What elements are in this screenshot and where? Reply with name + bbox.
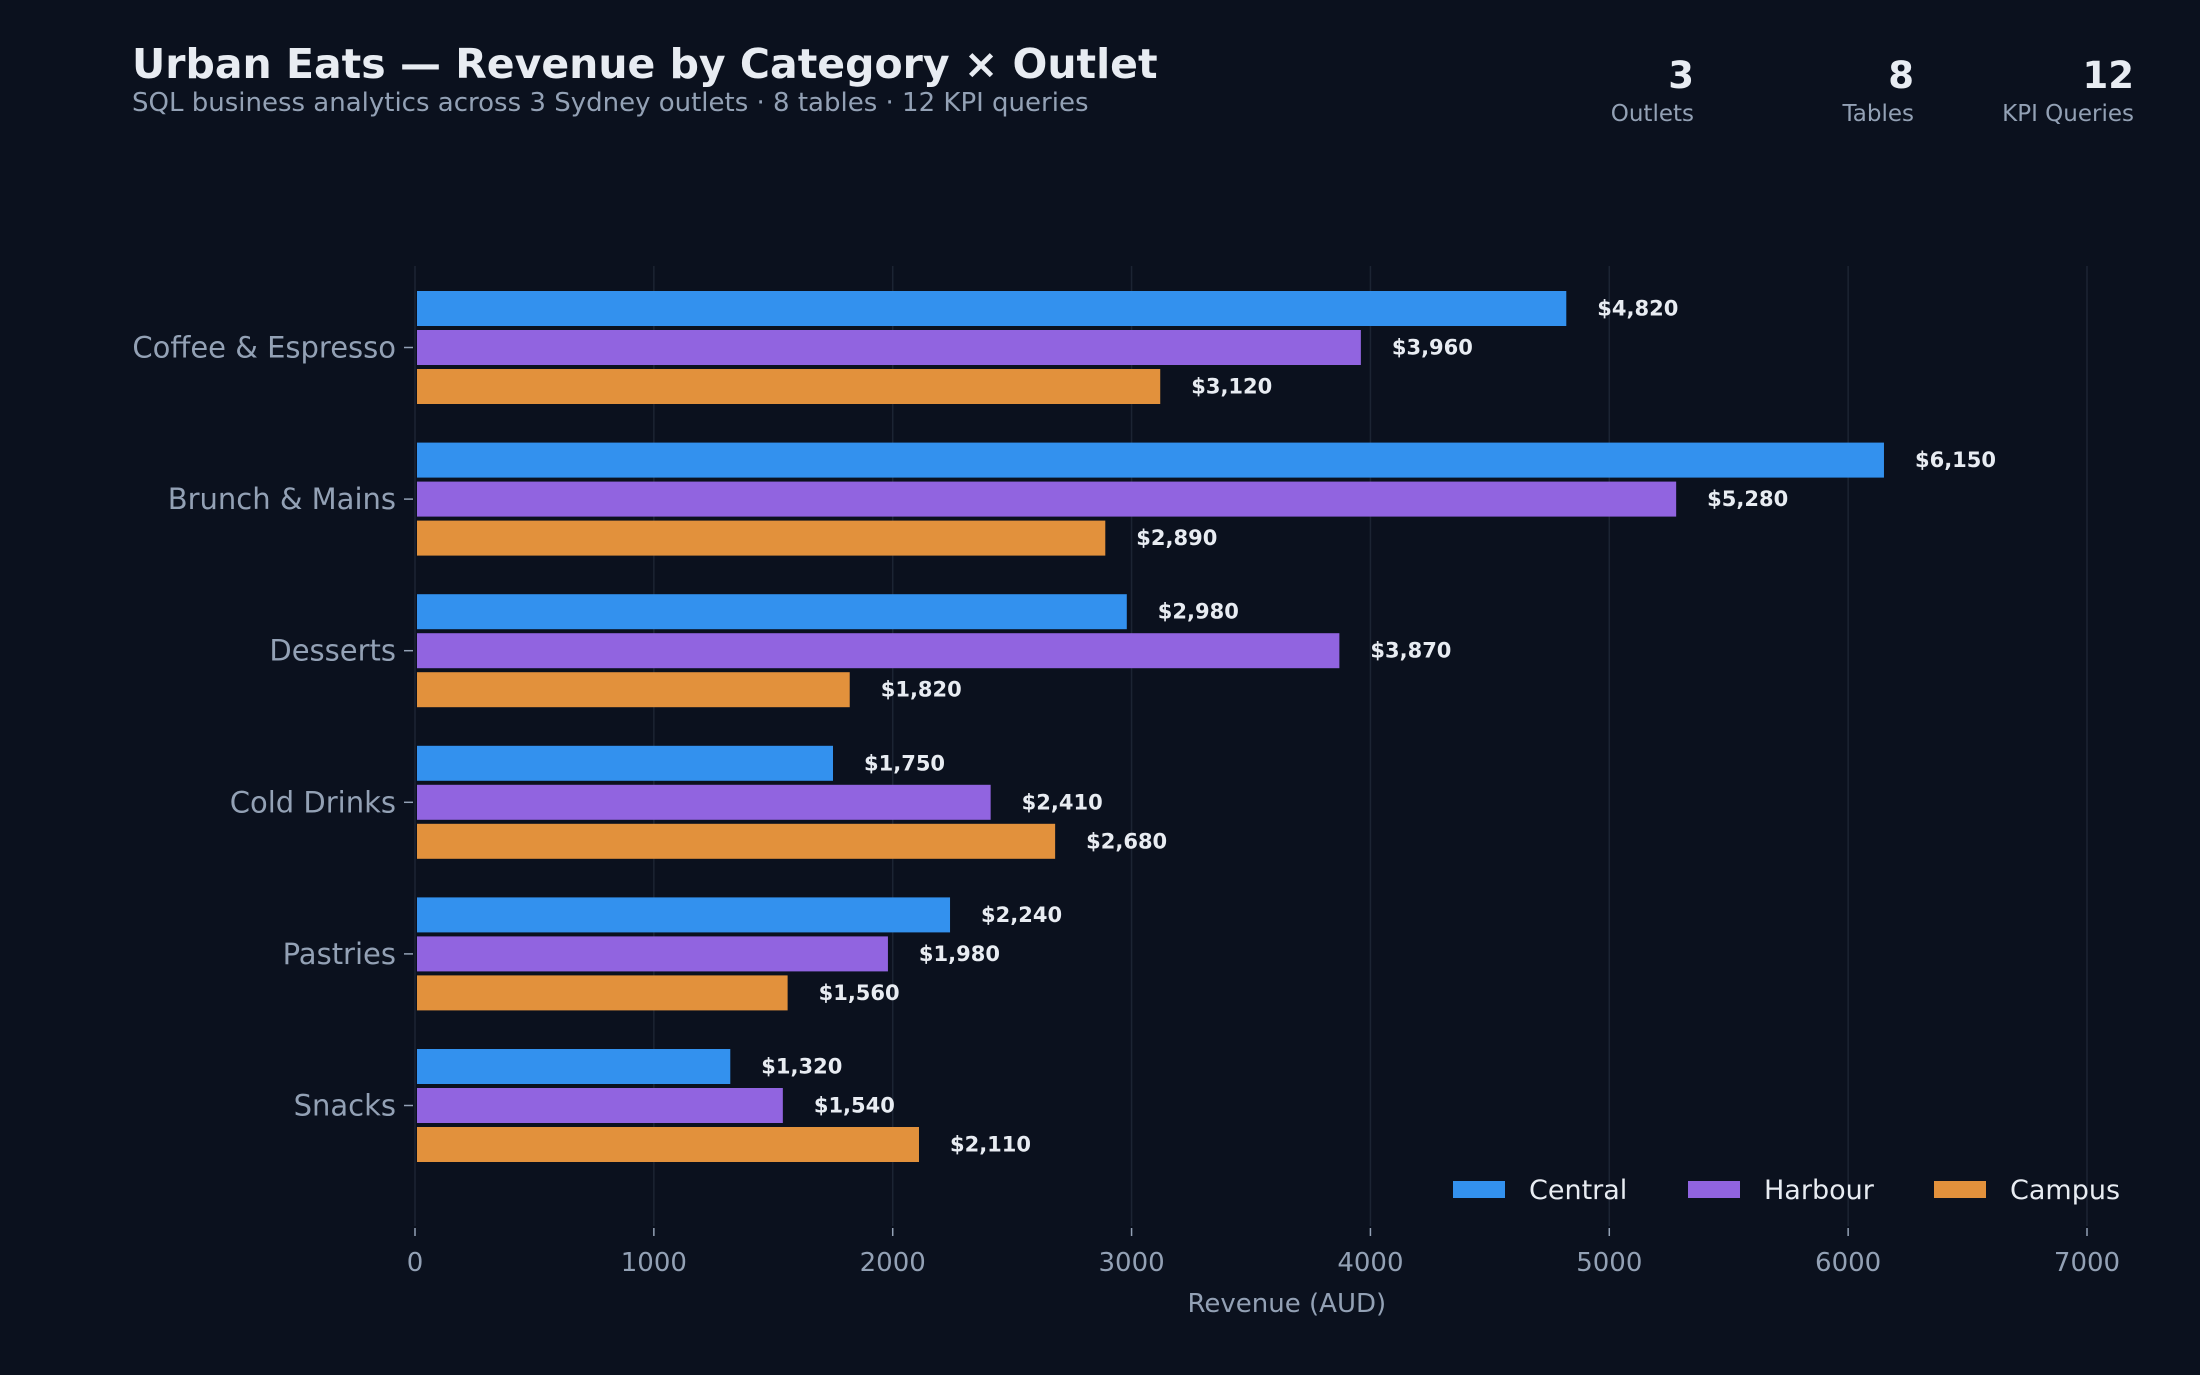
value-label: $1,980 <box>919 942 1000 966</box>
legend-swatch-campus <box>1934 1181 1986 1198</box>
x-tick-label: 2000 <box>860 1248 926 1278</box>
bar-central <box>417 1049 731 1084</box>
legend-swatch-harbour <box>1688 1181 1740 1198</box>
kpi-queries: 12 KPI Queries <box>2002 54 2135 127</box>
x-tick-label: 1000 <box>621 1248 687 1278</box>
bar-central <box>417 442 1884 478</box>
kpi-outlets: 3 Outlets <box>1610 54 1694 127</box>
bar-harbour <box>417 1088 783 1123</box>
bar-campus <box>417 672 850 708</box>
value-label: $1,560 <box>819 981 900 1005</box>
bar-campus <box>417 823 1056 859</box>
kpi-queries-value: 12 <box>2082 54 2135 97</box>
chart-title: Urban Eats — Revenue by Category × Outle… <box>132 40 1158 88</box>
value-label: $3,960 <box>1392 336 1473 360</box>
category-label: Desserts <box>269 634 396 668</box>
value-label: $2,410 <box>1022 790 1103 814</box>
value-label: $6,150 <box>1915 448 1996 472</box>
value-label: $1,540 <box>814 1094 895 1118</box>
bar-harbour <box>417 936 888 972</box>
value-label: $2,680 <box>1086 829 1167 853</box>
x-tick-label: 4000 <box>1337 1248 1403 1278</box>
kpi-outlets-label: Outlets <box>1610 100 1694 127</box>
x-tick-label: 5000 <box>1576 1248 1642 1278</box>
category-label: Coffee & Espresso <box>132 331 396 365</box>
value-label: $5,280 <box>1707 487 1788 511</box>
chart-subtitle: SQL business analytics across 3 Sydney o… <box>132 88 1089 118</box>
legend-label-central: Central <box>1529 1175 1627 1206</box>
category-label: Snacks <box>294 1089 396 1123</box>
kpi-tables: 8 Tables <box>1842 54 1914 127</box>
bar-campus <box>417 369 1161 404</box>
value-label: $2,240 <box>981 903 1062 927</box>
kpi-tables-value: 8 <box>1888 54 1914 97</box>
x-tick-label: 0 <box>407 1248 424 1278</box>
value-label: $2,110 <box>950 1133 1031 1157</box>
value-label: $2,980 <box>1158 600 1239 624</box>
value-label: $4,820 <box>1597 297 1678 321</box>
value-label: $1,320 <box>761 1055 842 1079</box>
value-label: $3,870 <box>1370 639 1451 663</box>
value-label: $3,120 <box>1191 375 1272 399</box>
x-tick-label: 6000 <box>1815 1248 1881 1278</box>
bar-harbour <box>417 481 1677 517</box>
legend-label-campus: Campus <box>2010 1175 2120 1206</box>
category-label: Pastries <box>283 937 396 971</box>
bar-central <box>417 745 833 781</box>
bar-harbour <box>417 633 1340 669</box>
bar-central <box>417 291 1567 326</box>
legend-label-harbour: Harbour <box>1764 1175 1875 1206</box>
value-label: $2,890 <box>1136 526 1217 550</box>
x-tick-label: 3000 <box>1098 1248 1164 1278</box>
bar-central <box>417 594 1127 630</box>
bar-campus <box>417 520 1106 556</box>
category-label: Brunch & Mains <box>168 482 396 516</box>
x-axis-label: Revenue (AUD) <box>1188 1289 1387 1319</box>
bar-campus <box>417 1127 919 1162</box>
value-label: $1,820 <box>881 678 962 702</box>
kpi-queries-label: KPI Queries <box>2002 100 2134 127</box>
legend-swatch-central <box>1453 1181 1505 1198</box>
category-label: Cold Drinks <box>230 785 396 819</box>
value-label: $1,750 <box>864 751 945 775</box>
bar-harbour <box>417 784 991 820</box>
x-tick-label: 7000 <box>2054 1248 2120 1278</box>
kpi-outlets-value: 3 <box>1668 54 1694 97</box>
bar-harbour <box>417 330 1361 365</box>
bar-campus <box>417 975 788 1011</box>
kpi-tables-label: Tables <box>1842 100 1914 127</box>
bar-central <box>417 897 951 933</box>
